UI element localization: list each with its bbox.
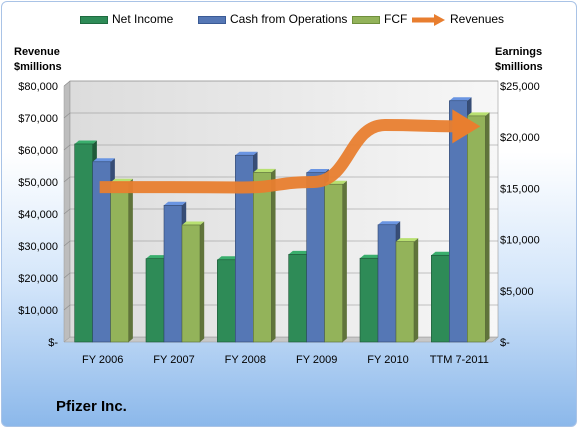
legend-item-revenues: Revenues <box>410 12 504 26</box>
legend-item-net-income: Net Income <box>80 12 173 26</box>
gridline-side <box>63 240 71 247</box>
left-tick-label: $30,000 <box>18 241 58 253</box>
bar-cash-from-operations-top <box>306 169 329 173</box>
legend-swatch-net-income <box>80 15 108 24</box>
bar-net-income-top <box>288 250 311 255</box>
bar-net-income-top <box>360 254 383 259</box>
right-tick-label: $- <box>500 337 510 349</box>
right-tick-label: $20,000 <box>500 132 540 144</box>
gridline-side <box>63 112 71 119</box>
bar-net-income <box>145 258 165 343</box>
bar-cash-from-operations-top <box>378 221 401 225</box>
bar-net-income-top <box>74 140 97 144</box>
legend-item-fcf: FCF <box>352 12 407 26</box>
bar-net-income-top <box>217 256 240 260</box>
bar-fcf <box>395 241 415 343</box>
bar-cash-from-operations-top <box>92 158 115 162</box>
gridline-side <box>63 272 71 279</box>
bar-fcf-side <box>485 112 490 342</box>
left-tick-label: $- <box>48 337 58 349</box>
x-tick-label: FY 2010 <box>367 354 408 366</box>
legend-swatch-revenues <box>412 13 445 26</box>
bar-net-income-top <box>431 251 454 256</box>
right-tick-label: $15,000 <box>500 183 540 195</box>
bar-cash-from-operations-top <box>449 97 472 101</box>
bar-cash-from-operations-top <box>164 201 187 206</box>
x-tick-label: FY 2006 <box>82 354 123 366</box>
right-tick-label: $10,000 <box>500 235 540 247</box>
bar-net-income <box>359 257 379 343</box>
bar-cash-from-operations-top <box>235 151 258 156</box>
bar-fcf-side <box>342 180 347 342</box>
x-tick-label: TTM 7-2011 <box>430 354 489 366</box>
bar-cash-from-operations <box>306 172 325 343</box>
left-tick-label: $60,000 <box>18 145 58 157</box>
bar-fcf-side <box>414 238 419 342</box>
bar-fcf <box>467 115 486 343</box>
bar-net-income-top <box>146 255 169 259</box>
bar-fcf <box>110 181 129 343</box>
left-axis-title: Revenue $millions <box>14 46 62 73</box>
revenues-arrowhead <box>452 109 481 144</box>
left-tick-label: $50,000 <box>18 177 58 189</box>
legend-swatch-cash-from-operations <box>198 15 226 24</box>
bar-net-income <box>288 254 307 343</box>
bar-fcf-top <box>253 168 276 173</box>
gridline-side <box>63 144 71 151</box>
legend-swatch-fcf <box>352 15 380 24</box>
legend-label-cash-from-operations: Cash from Operations <box>230 12 348 26</box>
bar-fcf-side <box>271 168 276 342</box>
left-tick-label: $10,000 <box>18 305 58 317</box>
x-tick-label: FY 2009 <box>296 354 337 366</box>
bar-fcf <box>181 224 201 343</box>
bar-fcf <box>253 172 272 343</box>
bar-fcf-side <box>200 221 205 342</box>
bar-fcf-top <box>396 238 419 242</box>
right-axis-title: Earnings $millions <box>495 46 543 73</box>
chart-legend: Net Income Cash from Operations FCF Reve… <box>0 12 577 32</box>
bar-fcf-side <box>128 178 133 342</box>
revenues-line <box>99 119 457 194</box>
left-tick-label: $20,000 <box>18 273 58 285</box>
gridline-side <box>63 304 71 311</box>
bar-fcf-top <box>182 221 205 225</box>
legend-label-net-income: Net Income <box>112 12 174 26</box>
gridline-side <box>63 176 71 183</box>
x-tick-label: FY 2008 <box>225 354 266 366</box>
bar-net-income <box>217 259 236 343</box>
legend-label-fcf: FCF <box>384 12 408 26</box>
bar-cash-from-operations <box>163 204 183 343</box>
gridline-side <box>63 80 71 87</box>
legend-label-revenues: Revenues <box>450 12 505 26</box>
bar-net-income <box>74 143 93 343</box>
x-tick-label: FY 2007 <box>153 354 194 366</box>
bar-cash-from-operations <box>377 224 397 343</box>
right-tick-label: $5,000 <box>500 286 534 298</box>
company-name: Pfizer Inc. <box>56 398 127 415</box>
right-tick-label: $25,000 <box>500 81 540 93</box>
gridline-side <box>63 208 71 215</box>
left-tick-label: $80,000 <box>18 81 58 93</box>
bar-fcf-top <box>467 112 490 116</box>
legend-item-cash-from-operations: Cash from Operations <box>198 12 347 26</box>
bar-fcf <box>324 183 343 343</box>
bar-net-income <box>431 254 450 343</box>
left-tick-label: $70,000 <box>18 113 58 125</box>
left-tick-label: $40,000 <box>18 209 58 221</box>
